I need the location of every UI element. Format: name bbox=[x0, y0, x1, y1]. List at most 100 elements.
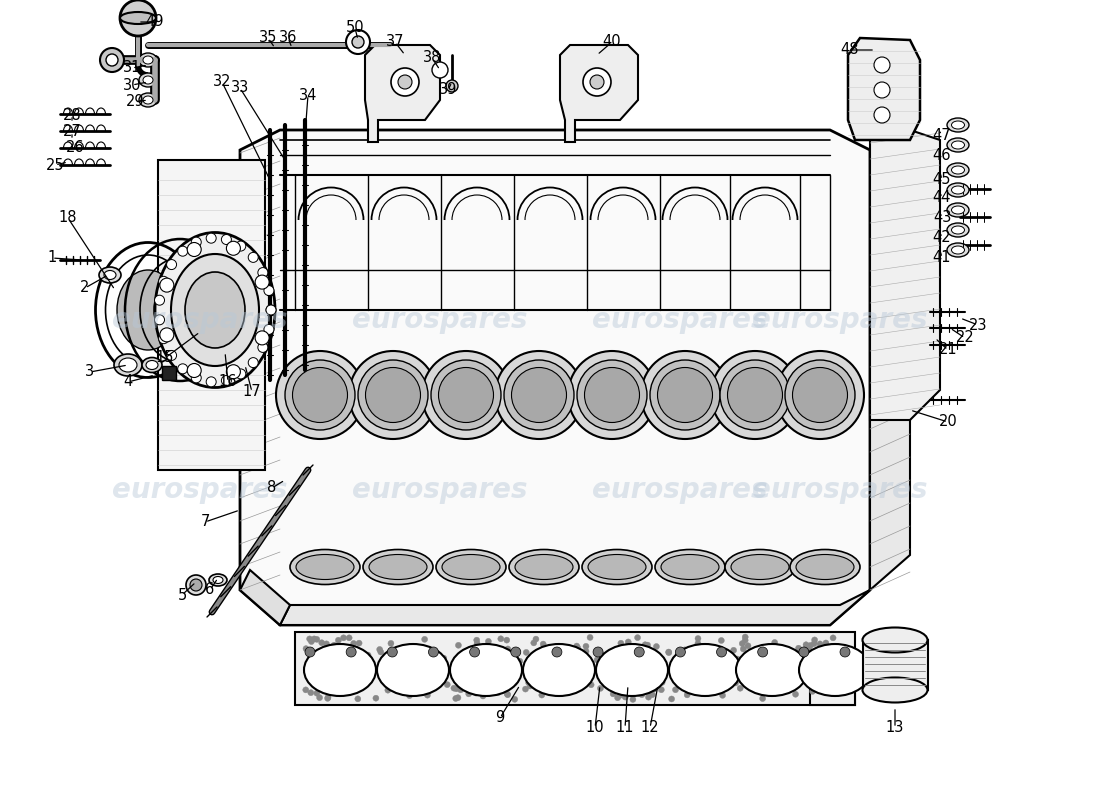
Circle shape bbox=[306, 667, 312, 674]
Circle shape bbox=[829, 672, 835, 678]
Text: 31: 31 bbox=[123, 61, 141, 75]
Circle shape bbox=[346, 30, 370, 54]
Circle shape bbox=[317, 694, 322, 701]
Circle shape bbox=[636, 690, 642, 697]
Ellipse shape bbox=[114, 354, 142, 376]
Circle shape bbox=[474, 641, 480, 646]
Circle shape bbox=[588, 682, 594, 688]
Ellipse shape bbox=[947, 118, 969, 132]
Circle shape bbox=[331, 690, 337, 695]
Circle shape bbox=[758, 647, 768, 657]
Circle shape bbox=[830, 635, 836, 641]
Circle shape bbox=[470, 647, 480, 657]
Circle shape bbox=[795, 645, 802, 651]
Circle shape bbox=[264, 325, 274, 334]
Circle shape bbox=[548, 658, 554, 664]
Circle shape bbox=[355, 696, 361, 702]
Circle shape bbox=[654, 683, 661, 689]
Circle shape bbox=[630, 686, 637, 692]
Ellipse shape bbox=[146, 361, 158, 370]
Circle shape bbox=[794, 682, 800, 687]
Text: 49: 49 bbox=[145, 14, 164, 30]
Circle shape bbox=[645, 663, 650, 670]
Circle shape bbox=[711, 658, 717, 664]
Ellipse shape bbox=[578, 360, 647, 430]
Circle shape bbox=[302, 687, 309, 693]
Circle shape bbox=[568, 667, 573, 673]
Text: 5: 5 bbox=[177, 587, 187, 602]
Circle shape bbox=[458, 687, 463, 693]
Circle shape bbox=[470, 677, 475, 682]
Circle shape bbox=[840, 647, 850, 657]
Circle shape bbox=[373, 695, 378, 701]
Circle shape bbox=[255, 331, 270, 345]
Circle shape bbox=[266, 305, 276, 315]
Circle shape bbox=[760, 695, 766, 702]
Text: 13: 13 bbox=[886, 721, 904, 735]
Polygon shape bbox=[240, 130, 870, 625]
Circle shape bbox=[675, 647, 685, 657]
Circle shape bbox=[744, 679, 749, 686]
Circle shape bbox=[460, 676, 465, 682]
Ellipse shape bbox=[349, 351, 437, 439]
Circle shape bbox=[512, 696, 518, 702]
Circle shape bbox=[816, 651, 823, 658]
Circle shape bbox=[370, 664, 375, 670]
Circle shape bbox=[548, 658, 553, 663]
Circle shape bbox=[574, 643, 580, 649]
Text: 18: 18 bbox=[58, 210, 77, 226]
Ellipse shape bbox=[422, 351, 510, 439]
Polygon shape bbox=[870, 150, 910, 590]
Ellipse shape bbox=[377, 644, 449, 696]
Circle shape bbox=[477, 650, 483, 656]
Text: eurospares: eurospares bbox=[112, 306, 288, 334]
Text: 41: 41 bbox=[933, 250, 952, 266]
Circle shape bbox=[235, 369, 245, 379]
Circle shape bbox=[453, 663, 459, 669]
Circle shape bbox=[345, 653, 352, 659]
Ellipse shape bbox=[947, 203, 969, 217]
Circle shape bbox=[470, 664, 475, 670]
Circle shape bbox=[444, 682, 450, 688]
Ellipse shape bbox=[185, 272, 245, 348]
Circle shape bbox=[636, 674, 642, 681]
Circle shape bbox=[424, 670, 430, 676]
Circle shape bbox=[598, 652, 605, 658]
Circle shape bbox=[191, 373, 201, 383]
Ellipse shape bbox=[952, 141, 965, 149]
Text: 39: 39 bbox=[439, 82, 458, 98]
Circle shape bbox=[308, 690, 314, 696]
Ellipse shape bbox=[790, 550, 860, 585]
Text: 46: 46 bbox=[933, 147, 952, 162]
Circle shape bbox=[755, 653, 761, 659]
Circle shape bbox=[425, 692, 430, 698]
Text: 33: 33 bbox=[231, 81, 249, 95]
Ellipse shape bbox=[736, 644, 808, 696]
Polygon shape bbox=[870, 130, 940, 420]
Circle shape bbox=[429, 651, 436, 657]
Ellipse shape bbox=[154, 277, 206, 343]
Circle shape bbox=[583, 648, 588, 654]
Circle shape bbox=[455, 660, 462, 666]
Circle shape bbox=[812, 637, 817, 643]
Circle shape bbox=[341, 635, 346, 641]
Ellipse shape bbox=[504, 360, 574, 430]
Circle shape bbox=[314, 636, 320, 642]
Circle shape bbox=[485, 690, 492, 696]
Ellipse shape bbox=[442, 554, 501, 579]
Circle shape bbox=[812, 661, 817, 666]
Circle shape bbox=[527, 683, 534, 689]
Circle shape bbox=[460, 673, 466, 678]
Circle shape bbox=[719, 666, 725, 672]
Circle shape bbox=[377, 649, 384, 655]
Circle shape bbox=[763, 677, 769, 683]
Ellipse shape bbox=[796, 554, 854, 579]
Circle shape bbox=[339, 657, 344, 662]
Ellipse shape bbox=[947, 243, 969, 257]
Circle shape bbox=[540, 641, 547, 647]
Circle shape bbox=[504, 637, 509, 643]
Ellipse shape bbox=[522, 644, 595, 696]
Text: eurospares: eurospares bbox=[352, 476, 528, 504]
Circle shape bbox=[737, 686, 744, 691]
Circle shape bbox=[597, 686, 604, 691]
